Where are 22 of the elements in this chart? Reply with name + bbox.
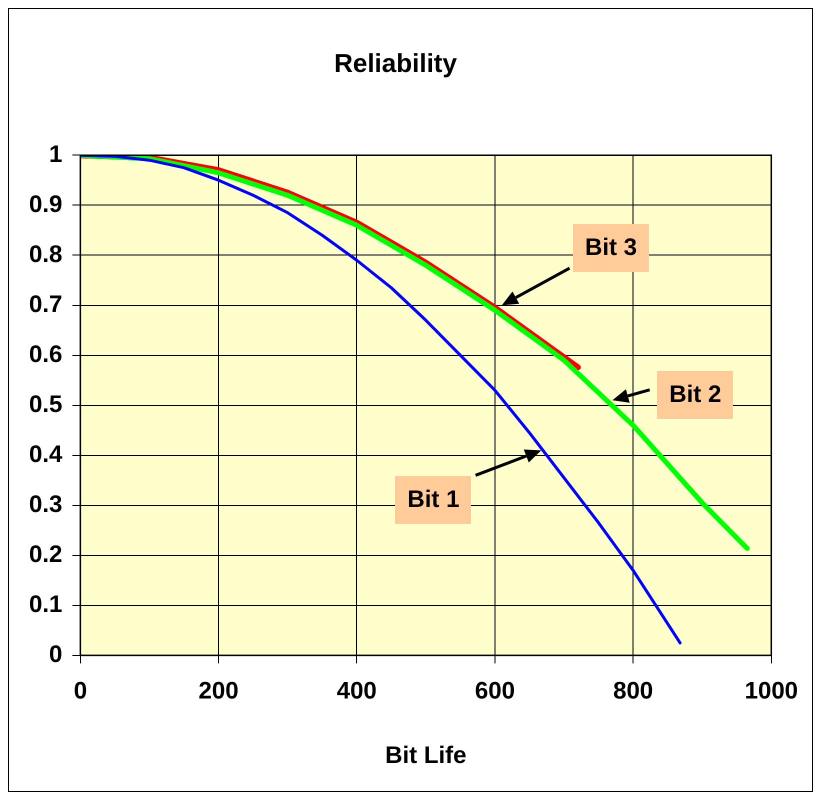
x-tick-label: 1000: [744, 677, 798, 704]
x-tick-label: 0: [74, 677, 88, 704]
annotation: Bit 1: [395, 476, 472, 524]
x-tick-label: 800: [613, 677, 654, 704]
y-tick-label: 0: [49, 641, 62, 668]
y-tick-label: 0.4: [28, 440, 64, 468]
y-tick-label: 0.7: [28, 290, 62, 318]
x-tick-label: 600: [474, 677, 515, 704]
y-tick-label: 0.2: [28, 540, 62, 568]
x-tick-label: 400: [336, 677, 377, 704]
y-tick-label: 1: [49, 140, 62, 168]
y-tick-label: 0.5: [28, 390, 62, 418]
y-tick-label: 0.3: [28, 490, 62, 518]
y-tick-label: 0.1: [28, 591, 62, 618]
annotation: Bit 3: [572, 224, 650, 272]
y-tick-label: 0.6: [28, 340, 62, 368]
x-axis-title: Bit Life: [385, 742, 466, 770]
y-tick-label: 0.9: [28, 190, 62, 218]
chart-title: Reliability: [334, 48, 458, 78]
x-tick-label: 200: [198, 677, 239, 704]
annotation: Bit 2: [657, 370, 734, 419]
y-tick-label: 0.8: [28, 240, 62, 268]
